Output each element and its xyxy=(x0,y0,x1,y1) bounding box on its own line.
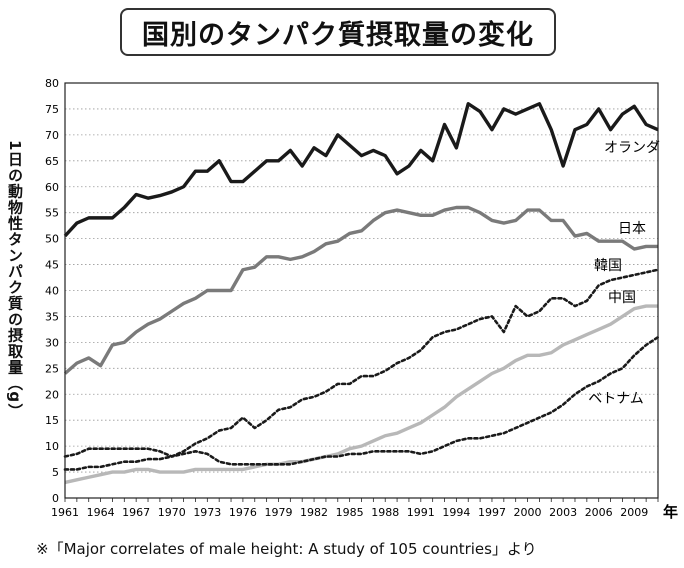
series-lines xyxy=(63,102,660,485)
x-tick-label: 2006 xyxy=(585,506,613,519)
y-tick-label: 50 xyxy=(45,233,59,246)
x-axis-ticks: 1961 1964 1967 1970 1973 1976 1979 1982 1985 1988… xyxy=(51,498,659,519)
series-label: ベトナム xyxy=(588,391,644,407)
y-tick-label: 10 xyxy=(45,440,59,453)
y-tick-label: 75 xyxy=(45,103,59,116)
y-tick-label: 0 xyxy=(52,492,59,505)
y-axis-label: 1日の動物性タンパク質の摂取量（g） xyxy=(6,140,24,420)
x-tick-label: 1976 xyxy=(229,506,257,519)
series-line xyxy=(64,304,658,485)
x-tick-label: 1991 xyxy=(407,506,435,519)
x-tick-label: 1997 xyxy=(478,506,506,519)
series-label: 中国 xyxy=(608,290,636,306)
y-tick-label: 15 xyxy=(45,414,59,427)
y-tick-label: 20 xyxy=(45,388,59,401)
series-line xyxy=(63,205,658,375)
y-tick-label: 5 xyxy=(52,466,59,479)
plot-frame xyxy=(64,82,659,499)
x-tick-label: 2009 xyxy=(620,506,648,519)
x-tick-label: 1985 xyxy=(336,506,364,519)
grid-lines xyxy=(65,108,658,473)
y-tick-label: 30 xyxy=(45,336,59,349)
series-line xyxy=(63,268,660,471)
series-label: 韓国 xyxy=(594,258,622,274)
x-tick-label: 1982 xyxy=(300,506,328,519)
x-tick-label: 2003 xyxy=(549,506,577,519)
y-tick-label: 65 xyxy=(45,155,59,168)
x-tick-label: 1979 xyxy=(264,506,292,519)
y-tick-label: 55 xyxy=(45,207,59,220)
y-tick-label: 60 xyxy=(45,181,59,194)
x-axis-label: 年 xyxy=(663,503,678,521)
x-tick-label: 1973 xyxy=(193,506,221,519)
source-note: ※「Major correlates of male height: A stu… xyxy=(36,540,537,558)
series-label: 日本 xyxy=(618,221,646,237)
x-tick-label: 1994 xyxy=(442,506,470,519)
x-tick-label: 2000 xyxy=(514,506,542,519)
series-line xyxy=(63,102,659,238)
x-tick-label: 1970 xyxy=(158,506,186,519)
y-tick-label: 45 xyxy=(45,259,59,272)
series-label: オランダ xyxy=(604,140,660,156)
chart-title: 国別のタンパク質摂取量の変化 xyxy=(120,8,556,56)
x-tick-label: 1964 xyxy=(87,506,115,519)
y-tick-label: 25 xyxy=(45,362,59,375)
x-tick-label: 1967 xyxy=(122,506,150,519)
y-axis-ticks: 0 5 10 15 20 25 30 35 40 45 50 55 60 65 70 75 80 xyxy=(45,77,59,505)
y-tick-label: 80 xyxy=(45,77,59,90)
y-tick-label: 40 xyxy=(45,285,59,298)
y-tick-label: 35 xyxy=(45,310,59,323)
y-tick-label: 70 xyxy=(45,129,59,142)
x-tick-label: 1988 xyxy=(371,506,399,519)
series-line xyxy=(63,335,660,466)
x-tick-label: 1961 xyxy=(51,506,79,519)
